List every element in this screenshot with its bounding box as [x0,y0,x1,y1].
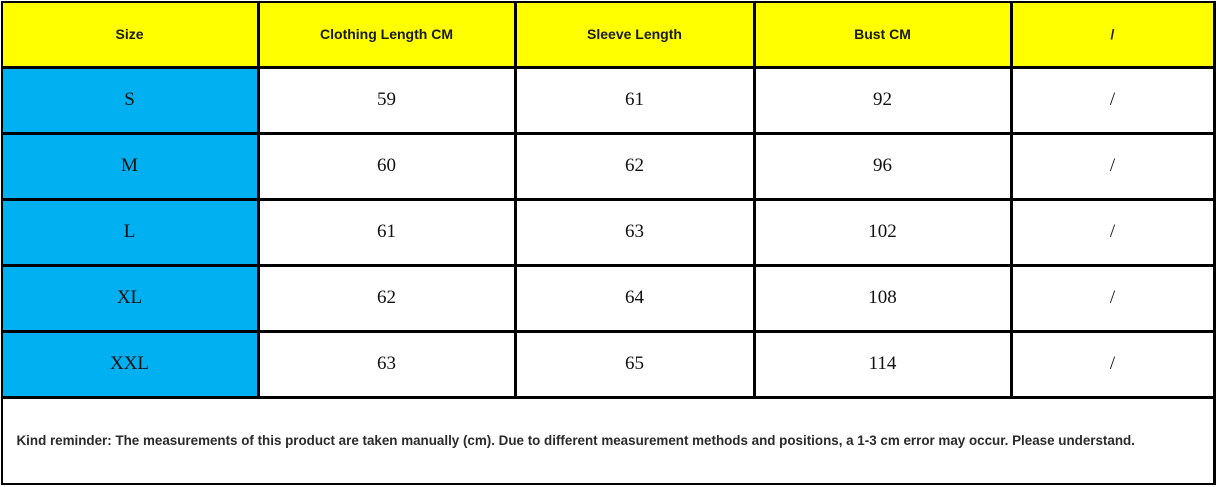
value-cell: / [1012,332,1213,396]
value-cell: 59 [259,68,514,132]
header-cell: / [1012,2,1213,66]
value-cell: / [1012,266,1213,330]
size-cell: XXL [2,332,257,396]
value-cell: / [1012,200,1213,264]
value-cell: 114 [755,332,1010,396]
value-cell: 102 [755,200,1010,264]
header-cell: Clothing Length CM [259,2,514,66]
value-cell: 62 [516,134,753,198]
value-cell: 61 [516,68,753,132]
value-cell: 108 [755,266,1010,330]
value-cell: 62 [259,266,514,330]
value-cell: 96 [755,134,1010,198]
size-cell: XL [2,266,257,330]
value-cell: 92 [755,68,1010,132]
size-cell: L [2,200,257,264]
header-cell: Bust CM [755,2,1010,66]
note: Kind reminder: The measurements of this … [2,398,1213,483]
value-cell: 61 [259,200,514,264]
value-cell: 60 [259,134,514,198]
header-cell: Size [2,2,257,66]
value-cell: 63 [516,200,753,264]
size-cell: S [2,68,257,132]
value-cell: 64 [516,266,753,330]
value-cell: 63 [259,332,514,396]
value-cell: / [1012,134,1213,198]
header-cell: Sleeve Length [516,2,753,66]
size-cell: M [2,134,257,198]
value-cell: 65 [516,332,753,396]
value-cell: / [1012,68,1213,132]
